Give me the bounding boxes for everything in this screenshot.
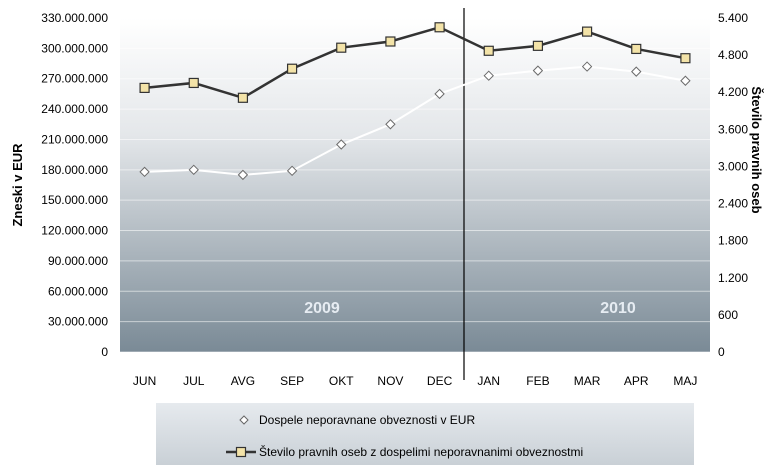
y-axis-left-title: Zneski v EUR xyxy=(10,143,25,227)
x-tick-label: MAR xyxy=(574,374,601,388)
legend-marker-diamond-icon xyxy=(239,415,249,425)
y-left-tick-label: 0 xyxy=(101,345,108,359)
y-right-tick-label: 3.600 xyxy=(718,122,748,136)
x-tick-label: OKT xyxy=(329,374,354,388)
y-left-tick-label: 150.000.000 xyxy=(41,193,108,207)
y-right-tick-label: 3.000 xyxy=(718,159,748,173)
point-pravne-osebe xyxy=(336,42,347,53)
point-pravne-osebe xyxy=(680,53,691,64)
point-pravne-osebe xyxy=(581,26,593,37)
x-tick-label: AVG xyxy=(231,374,255,388)
point-pravne-osebe xyxy=(237,92,249,103)
point-pravne-osebe xyxy=(188,77,199,89)
point-obveznosti xyxy=(680,75,691,86)
y-left-tick-label: 210.000.000 xyxy=(41,132,108,146)
y-right-tick-label: 600 xyxy=(718,308,738,322)
y-right-tick-label: 4.800 xyxy=(718,48,748,62)
y-axis-right-title: Število pravnih oseb xyxy=(749,86,764,213)
gridlines xyxy=(120,17,710,353)
y-left-tick-label: 30.000.000 xyxy=(48,315,108,329)
y-right-tick-label: 5.400 xyxy=(718,11,748,25)
y-axis-right: 0 600 1.200 1.800 2.400 3.000 3.600 4.200 4.800 5… xyxy=(718,11,748,359)
point-pravne-osebe xyxy=(385,36,396,47)
x-tick-label: SEP xyxy=(280,374,304,388)
point-pravne-osebe xyxy=(532,40,544,51)
x-tick-label: JUL xyxy=(183,374,205,388)
x-tick-label: NOV xyxy=(377,374,403,388)
x-axis: JUN JUL AVG SEP OKT NOV DEC JAN FEB MAR APR MAJ xyxy=(133,374,698,388)
point-obveznosti xyxy=(631,66,642,77)
point-pravne-osebe xyxy=(286,63,298,74)
y-axis-left: 0 30.000.000 60.000.000 90.000.000 120.000.0… xyxy=(41,11,108,359)
point-obveznosti xyxy=(532,65,544,76)
y-left-tick-label: 330.000.000 xyxy=(41,11,108,25)
x-tick-label: MAJ xyxy=(673,374,697,388)
x-tick-label: JUN xyxy=(133,374,156,388)
y-right-tick-label: 2.400 xyxy=(718,197,748,211)
x-tick-label: FEB xyxy=(526,374,549,388)
plot-area xyxy=(120,18,710,352)
x-tick-label: APR xyxy=(624,374,649,388)
y-left-tick-label: 240.000.000 xyxy=(41,102,108,116)
y-left-tick-label: 90.000.000 xyxy=(48,254,108,268)
y-left-tick-label: 180.000.000 xyxy=(41,163,108,177)
point-obveznosti xyxy=(434,88,445,100)
y-right-tick-label: 1.800 xyxy=(718,234,748,248)
point-pravne-osebe xyxy=(139,82,150,93)
y-left-tick-label: 120.000.000 xyxy=(41,224,108,238)
point-obveznosti xyxy=(581,61,593,72)
point-obveznosti xyxy=(483,70,494,81)
y-left-tick-label: 60.000.000 xyxy=(48,284,108,298)
point-obveznosti xyxy=(237,169,249,181)
x-tick-label: JAN xyxy=(477,374,500,388)
x-tick-label: DEC xyxy=(427,374,453,388)
point-pravne-osebe xyxy=(483,45,494,56)
series-line-pravne-osebe xyxy=(144,25,686,100)
legend: Dospele neporavnane obveznosti v EUR Šte… xyxy=(156,403,694,465)
point-obveznosti xyxy=(385,119,396,130)
y-left-tick-label: 300.000.000 xyxy=(41,41,108,55)
y-right-tick-label: 1.200 xyxy=(718,271,748,285)
point-obveznosti xyxy=(188,164,199,176)
year-label-2009: 2009 xyxy=(304,300,340,317)
year-label-2010: 2010 xyxy=(600,300,636,317)
point-obveznosti xyxy=(286,165,298,177)
legend-label-series-1: Dospele neporavnane obveznosti v EUR xyxy=(259,413,475,427)
point-pravne-osebe xyxy=(631,43,642,55)
legend-label-series-2: Število pravnih oseb z dospelimi neporav… xyxy=(259,444,583,459)
y-right-tick-label: 4.200 xyxy=(718,85,748,99)
series-group xyxy=(139,22,691,181)
point-pravne-osebe xyxy=(434,22,445,33)
point-obveznosti xyxy=(336,139,347,150)
series-line-obveznosti xyxy=(144,65,686,176)
y-right-tick-label: 0 xyxy=(718,345,725,359)
point-obveznosti xyxy=(139,166,150,178)
legend-marker-square-icon xyxy=(235,446,247,458)
y-left-tick-label: 270.000.000 xyxy=(41,72,108,86)
